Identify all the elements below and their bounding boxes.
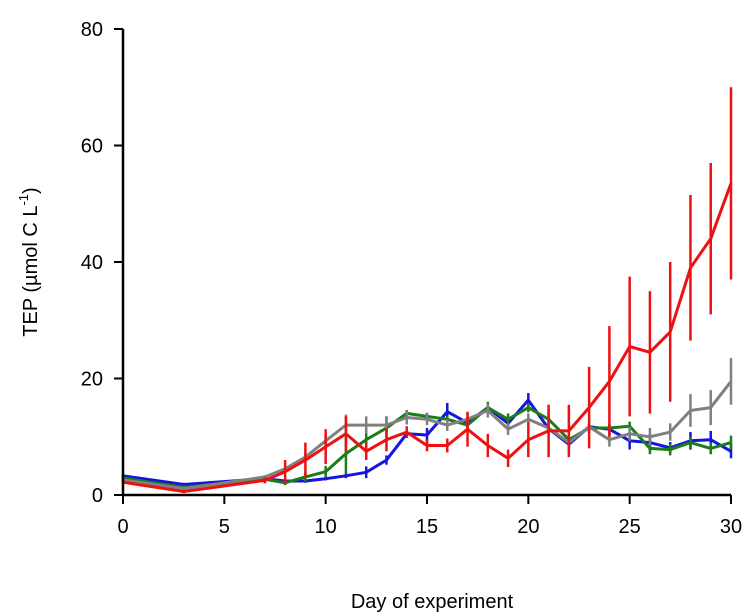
series-layer bbox=[121, 87, 733, 494]
x-tick-label: 15 bbox=[416, 516, 438, 538]
x-ticks: 0 5 10 15 20 25 30 bbox=[117, 495, 742, 538]
x-tick-label: 20 bbox=[517, 516, 539, 538]
y-axis-title-superscript: -1 bbox=[16, 194, 31, 206]
x-tick-label: 5 bbox=[219, 516, 230, 538]
y-tick-label: 20 bbox=[81, 369, 103, 391]
x-tick-label: 0 bbox=[117, 516, 128, 538]
y-tick-label: 0 bbox=[92, 485, 103, 507]
x-tick-label: 30 bbox=[720, 516, 742, 538]
series-line bbox=[122, 182, 733, 493]
y-tick-label: 80 bbox=[81, 19, 103, 41]
series-line bbox=[122, 380, 733, 491]
y-axis-title: TEP (µmol C L-1) bbox=[16, 187, 42, 336]
series-4 bbox=[121, 87, 733, 494]
x-axis-title: Day of experiment bbox=[351, 591, 514, 613]
y-axis-title-main: TEP (µmol C L bbox=[20, 206, 42, 337]
y-axis-title-suffix: ) bbox=[20, 187, 42, 194]
series-3 bbox=[121, 358, 733, 491]
y-ticks: 0 20 40 60 80 bbox=[81, 19, 123, 507]
y-tick-label: 60 bbox=[81, 136, 103, 158]
plot-area: 0 5 10 15 20 25 30 0 20 40 60 80 bbox=[81, 19, 742, 538]
y-tick-label: 40 bbox=[81, 252, 103, 274]
x-tick-label: 25 bbox=[619, 516, 641, 538]
x-tick-label: 10 bbox=[315, 516, 337, 538]
